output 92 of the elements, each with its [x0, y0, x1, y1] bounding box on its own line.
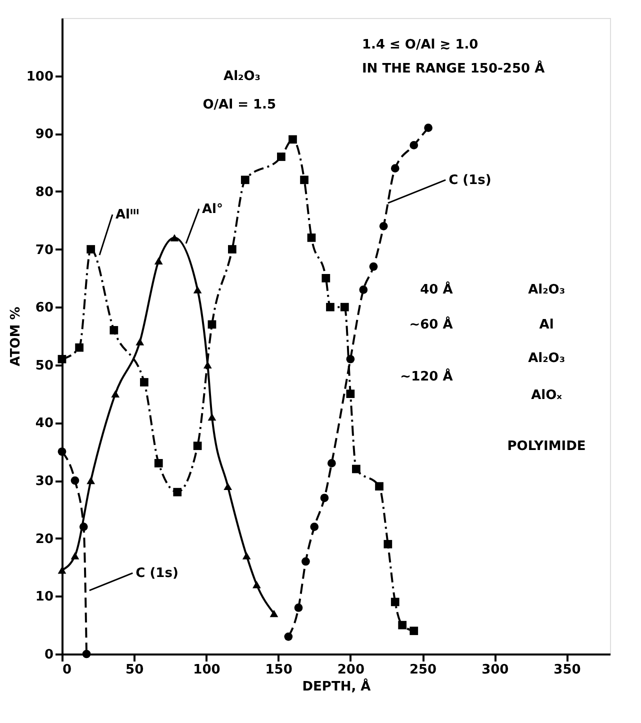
annotation: AlOₓ: [531, 388, 563, 403]
y-axis-title: ATOM %: [8, 306, 24, 366]
annotation: 1.4 ≤ O/Al ≳ 1.0: [362, 38, 478, 53]
y-tick-label: 50: [35, 358, 54, 374]
point: [284, 632, 293, 641]
annotation: C (1s): [136, 566, 178, 582]
point: [384, 540, 392, 548]
y-tick-label: 40: [35, 416, 54, 432]
point: [398, 620, 407, 630]
point: [75, 343, 84, 352]
y-tick-label: 30: [35, 474, 54, 490]
point: [375, 482, 384, 491]
y-tick-label: 100: [26, 69, 54, 84]
y-tick-label: 60: [35, 300, 54, 316]
point: [294, 604, 303, 612]
point: [288, 135, 297, 144]
point: [58, 566, 66, 574]
point: [70, 476, 80, 485]
point: [326, 302, 334, 312]
y-tick-label: 10: [35, 590, 54, 605]
point: [110, 326, 118, 334]
point: [390, 598, 400, 606]
annotation: Al°: [202, 202, 224, 217]
point: [58, 354, 66, 364]
point: [352, 464, 360, 474]
point: [111, 390, 120, 398]
point: [140, 378, 148, 386]
point: [322, 274, 330, 282]
annotation: Al₂O₃: [528, 282, 566, 298]
point: [228, 245, 236, 254]
x-tick-label: 250: [409, 662, 437, 678]
point: [154, 459, 163, 468]
y-tick-label: 70: [35, 242, 54, 258]
y-tick-label: 0: [44, 648, 54, 662]
point: [242, 552, 251, 560]
point: [193, 442, 202, 450]
point: [224, 482, 232, 490]
point: [346, 390, 355, 398]
point: [170, 234, 179, 242]
point: [193, 286, 202, 294]
y-tick-label: 20: [35, 532, 54, 547]
annotation: IN THE RANGE 150-250 Å: [362, 59, 545, 76]
annotation: ~60 Å: [409, 315, 453, 332]
annotation: Al₂O₃: [528, 350, 566, 366]
point: [208, 413, 216, 421]
x-tick-label: 50: [126, 662, 144, 678]
point: [346, 354, 355, 364]
point: [252, 580, 261, 588]
x-tick-label: 300: [482, 662, 509, 678]
x-tick-label: 100: [193, 662, 220, 678]
x-tick-label: 0: [62, 662, 72, 678]
point: [70, 552, 80, 560]
point: [390, 164, 400, 172]
x-tick-label: 150: [265, 662, 292, 678]
point: [307, 234, 316, 242]
point: [302, 557, 310, 566]
point: [277, 152, 286, 161]
x-axis-title: DEPTH, Å: [302, 678, 371, 694]
x-tick-label: 200: [337, 662, 364, 678]
point: [424, 124, 432, 132]
point: [340, 302, 349, 312]
point: [327, 459, 336, 468]
annotation: Al: [539, 317, 554, 332]
point: [379, 222, 388, 230]
point: [82, 650, 91, 658]
annotation: ~120 Å: [400, 367, 453, 384]
point: [58, 447, 66, 456]
x-tick-label: 350: [554, 662, 581, 678]
annotation: C (1s): [448, 172, 492, 188]
point: [310, 522, 319, 531]
point: [173, 488, 182, 496]
y-tick-label: 80: [35, 184, 54, 200]
annotation: Al₂O₃: [224, 68, 260, 84]
point: [300, 176, 308, 184]
point: [86, 245, 96, 254]
point: [320, 494, 329, 502]
point: [270, 610, 278, 618]
annotation: Alᴵᴵᴵ: [115, 208, 140, 223]
point: [369, 262, 378, 271]
point: [154, 257, 163, 264]
annotation: 40 Å: [420, 280, 453, 298]
point: [410, 141, 418, 150]
annotation: POLYIMIDE: [507, 438, 586, 454]
point: [410, 626, 418, 636]
point: [208, 320, 216, 329]
annotation: O/Al = 1.5: [202, 98, 276, 113]
point: [79, 522, 88, 531]
point: [136, 338, 144, 346]
point: [86, 476, 96, 484]
point: [359, 286, 368, 294]
y-tick-label: 90: [35, 127, 54, 142]
point: [240, 176, 250, 184]
